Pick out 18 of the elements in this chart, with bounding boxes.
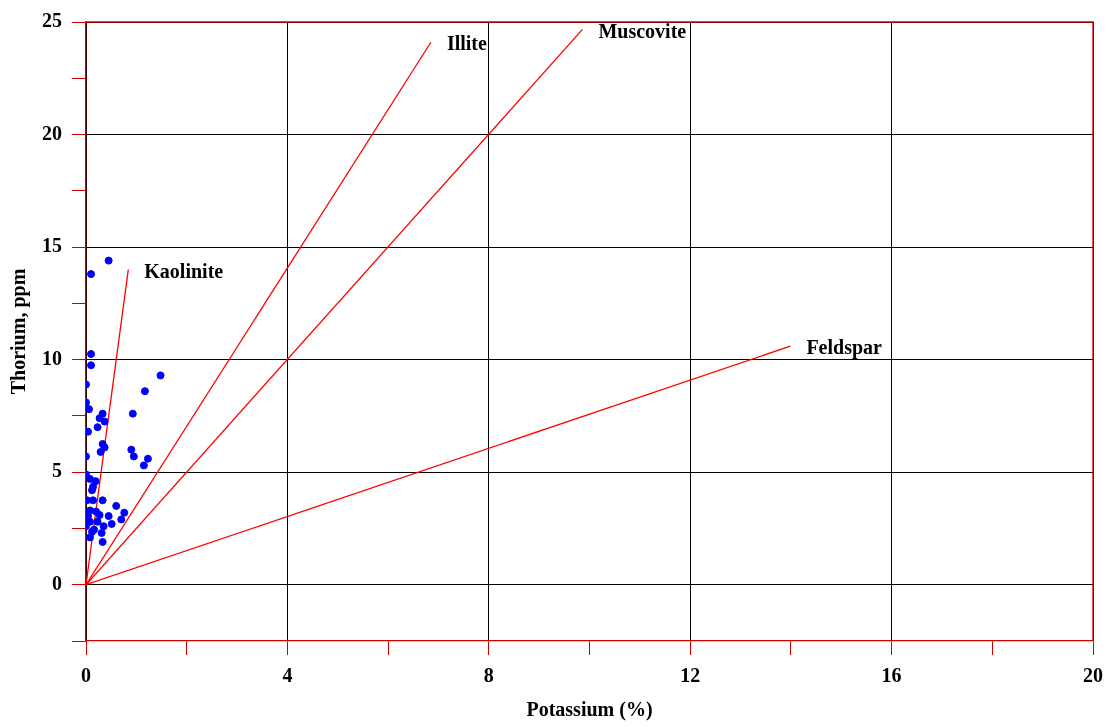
x-axis-title: Potassium (%) (526, 698, 653, 722)
y-tick-label: 25 (42, 9, 62, 32)
series-label: Illite (446, 32, 488, 55)
x-tick-label: 20 (1083, 664, 1103, 687)
y-tick-label: 10 (42, 346, 62, 369)
y-tick-label: 15 (42, 234, 62, 257)
y-tick-label: 20 (42, 121, 62, 144)
series-label: Muscovite (598, 19, 687, 42)
x-tick-label: 12 (680, 664, 701, 687)
series-label: Kaolinite (144, 259, 224, 282)
y-axis-title: Thorium, ppm (7, 268, 31, 395)
series-label: Feldspar (806, 336, 883, 360)
y-tick-label: 0 (52, 571, 62, 594)
x-tick-label: 4 (282, 664, 293, 687)
x-tick-label: 8 (483, 664, 494, 687)
y-tick-label: 5 (52, 459, 62, 482)
x-tick-label: 16 (881, 664, 902, 687)
x-tick-label: 0 (81, 664, 91, 687)
